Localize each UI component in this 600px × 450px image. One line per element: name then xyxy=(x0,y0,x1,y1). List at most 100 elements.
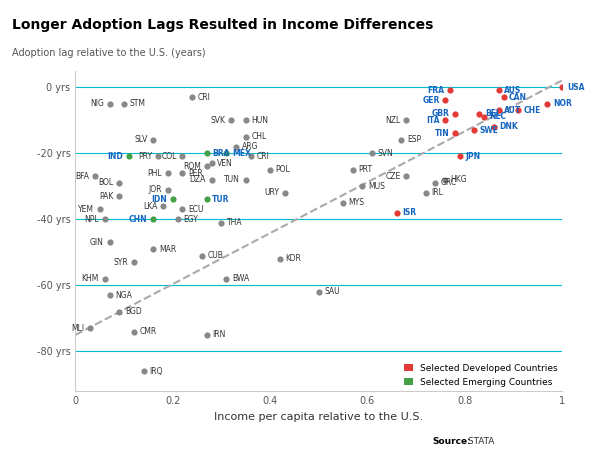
Point xyxy=(202,163,212,170)
Text: Source:: Source: xyxy=(432,436,471,446)
Point xyxy=(221,149,231,157)
Text: DNK: DNK xyxy=(499,122,518,131)
Point xyxy=(207,159,217,166)
Point xyxy=(314,288,323,296)
Text: GRC: GRC xyxy=(441,178,457,187)
Text: IDN: IDN xyxy=(151,195,167,204)
Text: SLV: SLV xyxy=(134,135,148,144)
Text: THA: THA xyxy=(227,218,242,227)
Legend: Selected Developed Countries, Selected Emerging Countries: Selected Developed Countries, Selected E… xyxy=(404,364,557,387)
Point xyxy=(163,186,173,193)
Point xyxy=(158,202,168,210)
Text: MLI: MLI xyxy=(71,324,85,333)
Text: PER: PER xyxy=(188,168,203,177)
Point xyxy=(178,153,187,160)
Point xyxy=(445,87,455,94)
Text: NIG: NIG xyxy=(90,99,104,108)
Text: TIN: TIN xyxy=(434,129,449,138)
Text: GER: GER xyxy=(422,96,440,105)
Point xyxy=(241,176,251,183)
Point xyxy=(557,84,567,91)
Point xyxy=(115,179,124,186)
Text: NZL: NZL xyxy=(385,116,401,125)
Text: IRN: IRN xyxy=(212,330,226,339)
Text: AUS: AUS xyxy=(504,86,521,95)
Text: JPN: JPN xyxy=(466,152,481,161)
Point xyxy=(275,255,284,262)
Point xyxy=(431,179,440,186)
Point xyxy=(450,110,460,117)
Text: PAK: PAK xyxy=(100,192,113,201)
Point xyxy=(148,136,158,144)
Point xyxy=(494,87,503,94)
Point xyxy=(514,107,523,114)
Point xyxy=(221,275,231,282)
Point xyxy=(348,166,358,173)
Point xyxy=(202,149,212,157)
Point xyxy=(494,107,503,114)
Point xyxy=(207,176,217,183)
Point xyxy=(479,113,489,121)
Text: NLC: NLC xyxy=(490,112,506,122)
Text: TUN: TUN xyxy=(224,175,240,184)
Text: CAN: CAN xyxy=(509,93,527,102)
Text: BRA: BRA xyxy=(212,148,230,157)
Point xyxy=(499,94,508,101)
Point xyxy=(148,245,158,252)
Point xyxy=(231,143,241,150)
Text: LKA: LKA xyxy=(143,202,157,211)
Text: Longer Adoption Lags Resulted in Income Differences: Longer Adoption Lags Resulted in Income … xyxy=(12,18,434,32)
Text: KHM: KHM xyxy=(82,274,99,283)
Point xyxy=(100,275,109,282)
Point xyxy=(85,325,95,332)
Point xyxy=(119,100,129,107)
Point xyxy=(168,196,178,203)
Text: BGD: BGD xyxy=(125,307,142,316)
Text: COL: COL xyxy=(161,152,177,161)
Text: MYS: MYS xyxy=(349,198,365,207)
Text: ESP: ESP xyxy=(407,135,421,144)
Text: STATA: STATA xyxy=(465,436,494,446)
Text: SYR: SYR xyxy=(113,258,128,267)
Text: HUN: HUN xyxy=(251,116,268,125)
Point xyxy=(148,216,158,223)
Point xyxy=(187,94,197,101)
Point xyxy=(280,189,289,197)
Text: ECU: ECU xyxy=(188,205,203,214)
Text: BOL: BOL xyxy=(98,178,113,187)
Point xyxy=(90,173,100,180)
Point xyxy=(338,199,348,207)
Text: IRL: IRL xyxy=(431,189,443,198)
Text: MUS: MUS xyxy=(368,182,385,191)
Text: FRA: FRA xyxy=(427,86,445,95)
Text: IND: IND xyxy=(107,152,124,161)
Text: GIN: GIN xyxy=(90,238,104,247)
Point xyxy=(178,169,187,176)
Point xyxy=(139,368,148,375)
Point xyxy=(115,308,124,315)
Text: BFA: BFA xyxy=(76,172,89,181)
Point xyxy=(401,173,411,180)
Point xyxy=(178,206,187,213)
Point xyxy=(173,216,182,223)
Text: ISR: ISR xyxy=(402,208,416,217)
Text: SVK: SVK xyxy=(211,116,226,125)
Text: CHL: CHL xyxy=(251,132,266,141)
Point xyxy=(105,100,115,107)
Text: BEL: BEL xyxy=(485,109,500,118)
Point xyxy=(202,196,212,203)
Text: CMR: CMR xyxy=(139,327,157,336)
Point xyxy=(475,110,484,117)
Text: SVN: SVN xyxy=(378,148,394,157)
Text: NPL: NPL xyxy=(85,215,99,224)
Point xyxy=(470,126,479,134)
Text: NOR: NOR xyxy=(553,99,572,108)
Point xyxy=(129,259,139,266)
Point xyxy=(542,100,552,107)
Text: MAR: MAR xyxy=(159,244,176,253)
Point xyxy=(241,117,251,124)
Text: PHL: PHL xyxy=(148,168,163,177)
Point xyxy=(358,183,367,190)
Point xyxy=(367,149,377,157)
Text: POL: POL xyxy=(275,165,290,174)
